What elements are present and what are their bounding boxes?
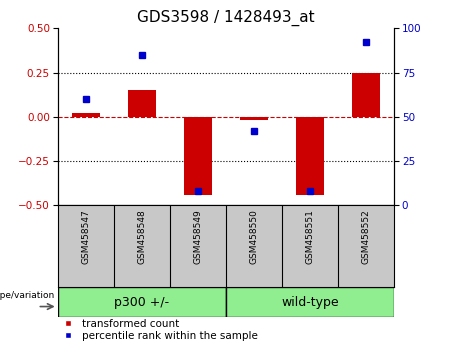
Bar <box>58 287 226 317</box>
Bar <box>352 73 380 117</box>
Text: GSM458552: GSM458552 <box>361 209 371 264</box>
Text: GSM458550: GSM458550 <box>249 209 259 264</box>
Bar <box>184 117 212 195</box>
Text: wild-type: wild-type <box>281 296 339 309</box>
Bar <box>128 90 156 117</box>
Text: GSM458549: GSM458549 <box>193 209 202 264</box>
Title: GDS3598 / 1428493_at: GDS3598 / 1428493_at <box>137 9 315 25</box>
Bar <box>71 113 100 117</box>
Bar <box>296 117 324 195</box>
Legend: transformed count, percentile rank within the sample: transformed count, percentile rank withi… <box>58 319 257 341</box>
Text: GSM458547: GSM458547 <box>81 209 90 264</box>
Bar <box>240 117 268 120</box>
Text: genotype/variation: genotype/variation <box>0 291 55 300</box>
Text: GSM458548: GSM458548 <box>137 209 146 264</box>
Bar <box>226 287 394 317</box>
Text: GSM458551: GSM458551 <box>306 209 314 264</box>
Text: p300 +/-: p300 +/- <box>114 296 169 309</box>
